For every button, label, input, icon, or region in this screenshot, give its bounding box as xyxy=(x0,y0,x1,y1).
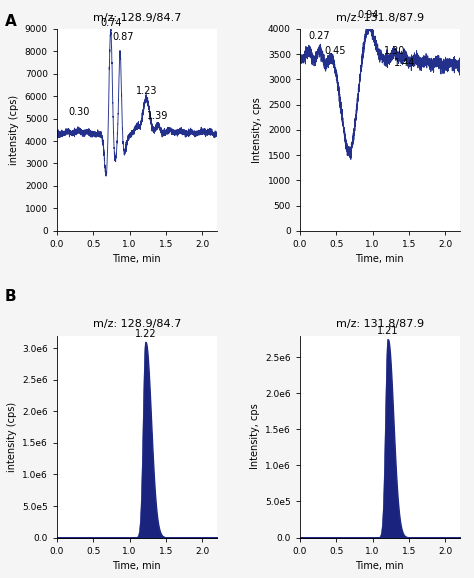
Title: m/z: 131.8/87.9: m/z: 131.8/87.9 xyxy=(336,320,424,329)
Text: 1.30: 1.30 xyxy=(383,46,405,55)
X-axis label: Time, min: Time, min xyxy=(112,254,161,264)
Text: 1.21: 1.21 xyxy=(377,327,399,336)
Y-axis label: Intensity, cps: Intensity, cps xyxy=(252,97,262,162)
Y-axis label: intensity (cps): intensity (cps) xyxy=(9,95,19,165)
Text: 0.30: 0.30 xyxy=(68,108,90,117)
Text: 0.87: 0.87 xyxy=(112,32,134,42)
Text: 0.27: 0.27 xyxy=(309,31,330,40)
X-axis label: Time, min: Time, min xyxy=(356,254,404,264)
Text: 1.44: 1.44 xyxy=(394,58,415,68)
Title: m/z: 131.8/87.9: m/z: 131.8/87.9 xyxy=(336,13,424,23)
Y-axis label: intensity (cps): intensity (cps) xyxy=(7,402,17,472)
Title: m/z: 128.9/84.7: m/z: 128.9/84.7 xyxy=(92,320,181,329)
Title: m/z: 128.9/84.7: m/z: 128.9/84.7 xyxy=(92,13,181,23)
Text: A: A xyxy=(5,14,17,29)
Text: 0.94: 0.94 xyxy=(357,10,379,20)
Text: 0.74: 0.74 xyxy=(100,18,121,28)
Text: B: B xyxy=(5,289,17,304)
Text: 1.23: 1.23 xyxy=(136,86,157,96)
Text: 1.22: 1.22 xyxy=(135,329,156,339)
Y-axis label: Intensity, cps: Intensity, cps xyxy=(250,404,260,469)
X-axis label: Time, min: Time, min xyxy=(112,561,161,571)
Text: 1.39: 1.39 xyxy=(147,112,169,121)
X-axis label: Time, min: Time, min xyxy=(356,561,404,571)
Text: 0.45: 0.45 xyxy=(324,46,346,55)
